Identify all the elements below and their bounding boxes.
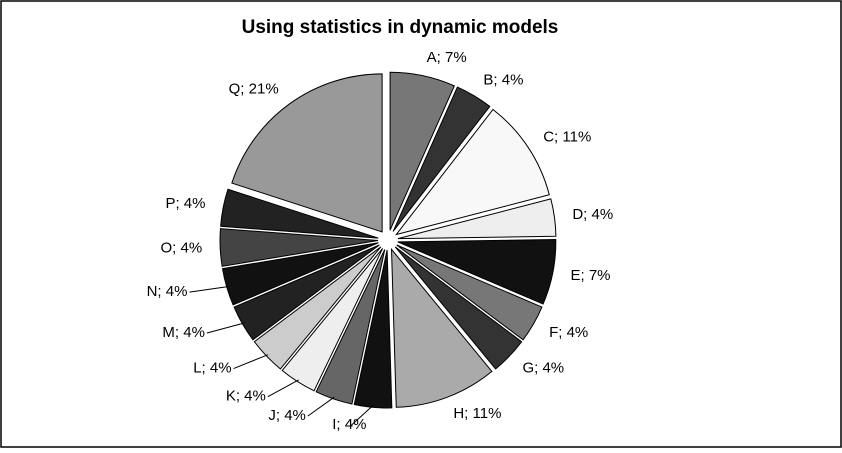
leader-line <box>206 322 245 334</box>
leader-line <box>267 379 299 398</box>
pie-slice <box>395 108 550 236</box>
leader-line <box>350 404 374 426</box>
pie-slice <box>353 249 393 409</box>
pie-slice <box>396 244 543 341</box>
pie-slice <box>253 246 382 370</box>
data-label: N; 4% <box>147 283 188 300</box>
chart-title: Using statistics in dynamic models <box>242 17 559 38</box>
data-label: O; 4% <box>160 239 202 256</box>
data-label: Q; 21% <box>229 80 279 97</box>
pie-slice <box>392 86 491 232</box>
data-label: D; 4% <box>572 206 613 223</box>
leader-line <box>233 354 269 370</box>
data-label: H; 11% <box>453 405 501 422</box>
data-label: L; 4% <box>193 360 231 377</box>
pie-slice <box>389 71 456 231</box>
pie-slice <box>219 228 379 267</box>
leader-line <box>307 396 335 417</box>
data-label: A; 7% <box>427 49 467 66</box>
pie-slice <box>231 73 383 233</box>
data-label: C; 11% <box>543 129 591 146</box>
pie-slice <box>315 249 386 405</box>
pie-slice <box>394 246 523 370</box>
data-label: P; 4% <box>165 195 205 212</box>
pie-slice <box>390 247 493 408</box>
pie-slice <box>397 239 557 305</box>
data-label: G; 4% <box>522 360 564 377</box>
data-label: K; 4% <box>226 388 266 405</box>
data-label: B; 4% <box>483 71 523 88</box>
pie-slice <box>397 198 557 240</box>
pie-slice <box>281 248 384 392</box>
leader-line <box>189 286 229 293</box>
data-label: E; 7% <box>570 267 610 284</box>
data-label: F; 4% <box>549 324 588 341</box>
pie-slice <box>233 244 380 341</box>
data-label: J; 4% <box>268 407 306 424</box>
data-label: I; 4% <box>332 416 366 433</box>
pie-slice <box>220 188 379 239</box>
data-label: M; 4% <box>162 324 205 341</box>
